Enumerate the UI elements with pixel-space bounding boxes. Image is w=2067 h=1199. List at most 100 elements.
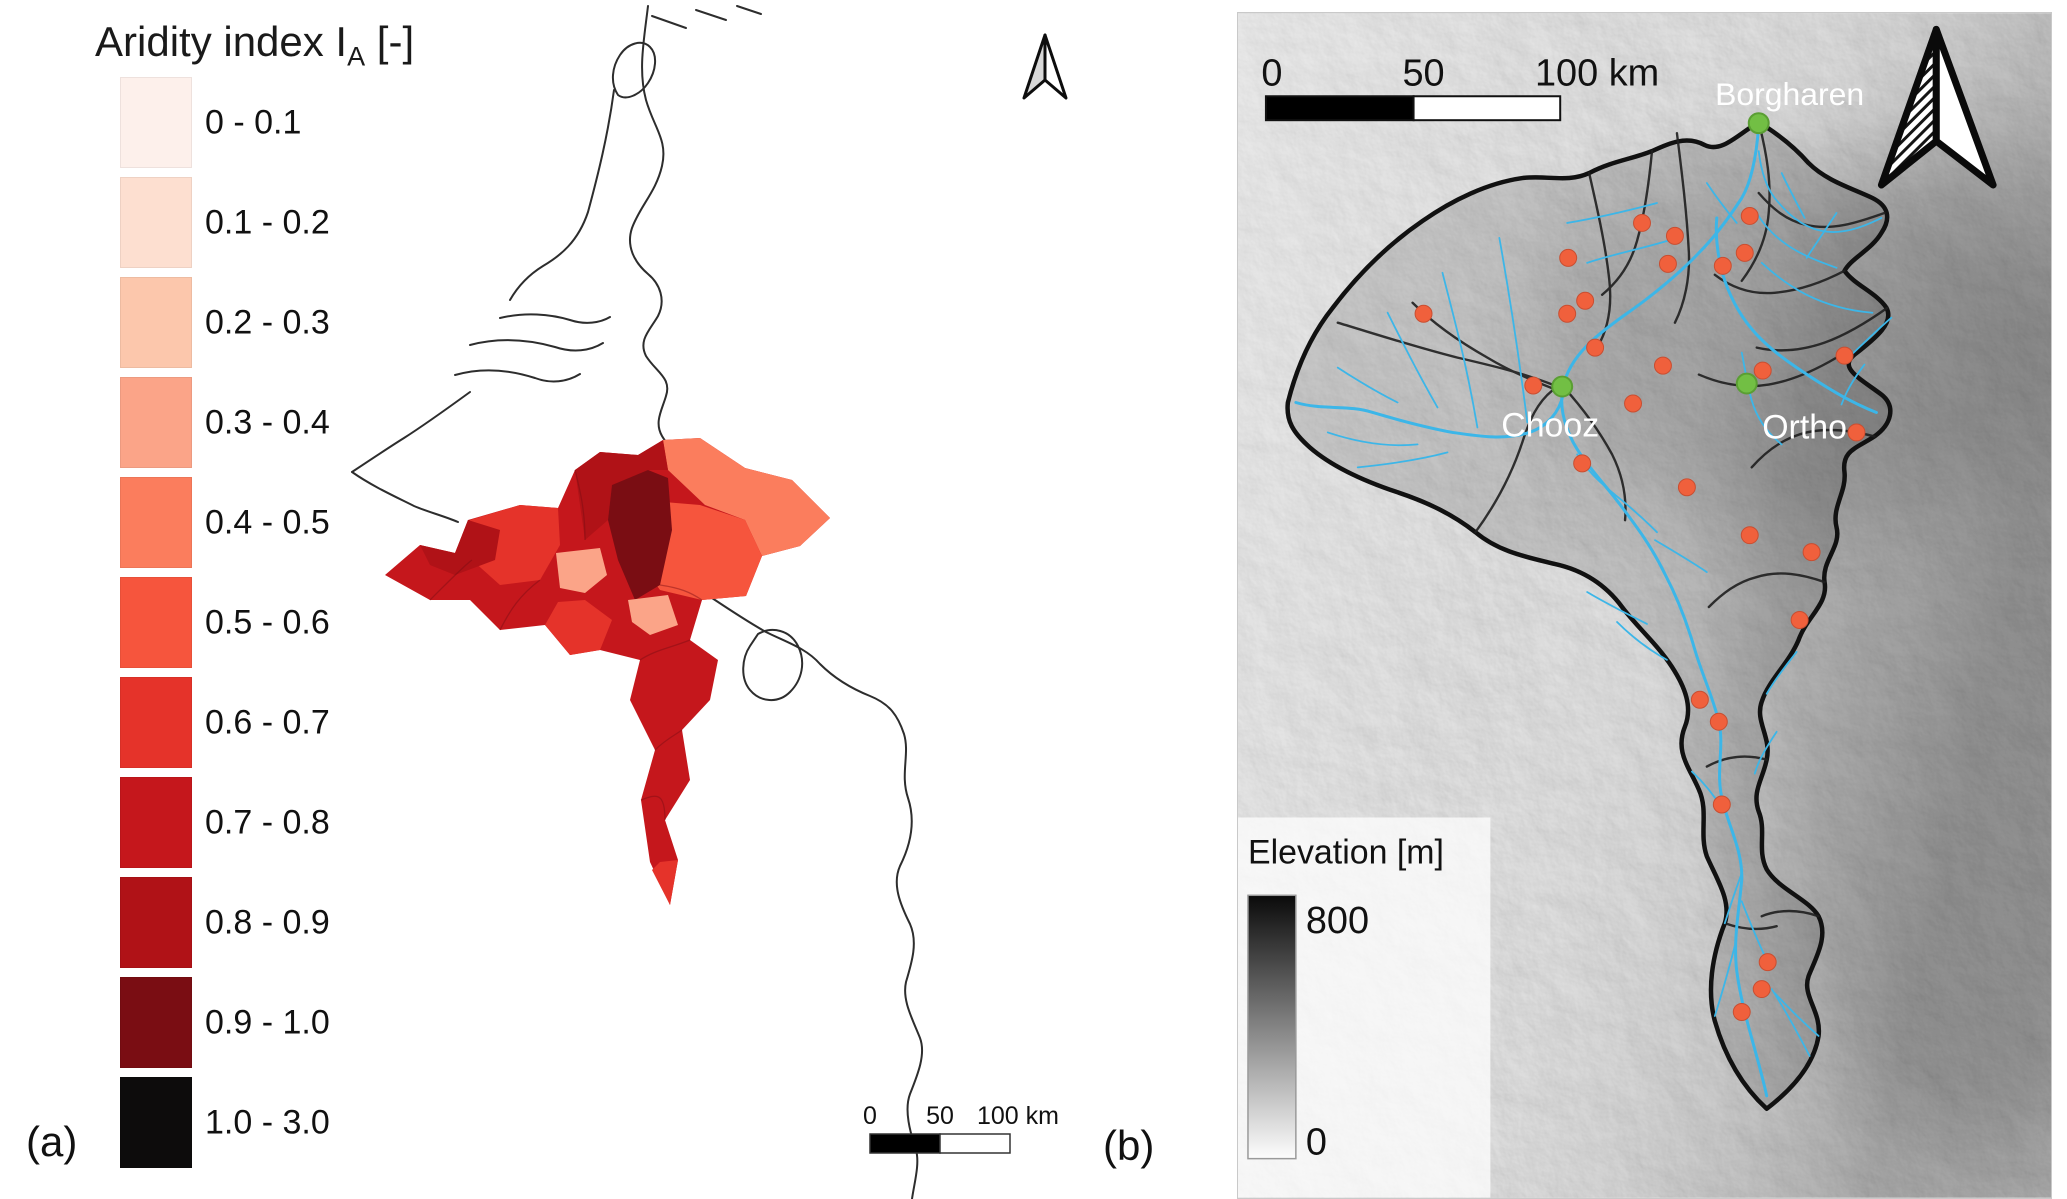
river-tributary	[1840, 363, 1866, 406]
river-tributary	[1760, 261, 1874, 314]
station-label-ortho: Ortho	[1762, 408, 1847, 446]
north-arrow-icon	[1022, 33, 1068, 100]
river-tributary	[1757, 150, 1883, 233]
river-network	[1294, 123, 1893, 1098]
gauge-dot	[1847, 423, 1866, 442]
river-tributary	[1498, 237, 1529, 424]
legend-swatch	[120, 1077, 192, 1168]
catchment	[663, 438, 830, 556]
elevation-ramp	[1247, 894, 1297, 1160]
subcatchment-boundary	[1600, 149, 1654, 296]
river-tributary	[1713, 945, 1736, 1017]
river-tributary	[1616, 621, 1668, 661]
legend-swatch	[120, 577, 192, 668]
named-stations: Borgharen Chooz Ortho	[1501, 76, 1864, 446]
river-tributary	[1441, 271, 1479, 429]
river-tributary	[1753, 208, 1838, 269]
legend-row: 0.1 - 0.2	[95, 177, 515, 268]
gauge-dot	[1524, 376, 1543, 395]
gauge-dot	[1573, 454, 1592, 473]
catchment	[575, 440, 668, 540]
legend-swatch	[120, 377, 192, 468]
legend-row: 0.9 - 1.0	[95, 977, 515, 1068]
scale-label-zero: 0	[1261, 52, 1282, 94]
subcatchment-boundary	[1723, 922, 1778, 931]
gauge-dot	[1624, 394, 1643, 413]
river-tributary	[1773, 992, 1820, 1037]
legend-label: 0.3 - 0.4	[205, 403, 330, 441]
gauge-dot	[1677, 478, 1696, 497]
subcatchment-boundary	[1474, 389, 1554, 534]
gauge-stations	[1414, 206, 1866, 1021]
subcatchment-boundary	[1707, 572, 1826, 609]
legend-label: 0.8 - 0.9	[205, 903, 330, 941]
legend-row: 0 - 0.1	[95, 77, 515, 168]
gauge-dot	[1690, 690, 1709, 709]
scale-label-end: 100 km	[977, 1102, 1059, 1130]
river-tributary	[1723, 872, 1743, 925]
gauge-dot	[1732, 1003, 1751, 1021]
legend-label: 0.6 - 0.7	[205, 703, 330, 741]
catchment	[545, 600, 612, 655]
subcatchment-boundary	[1740, 120, 1771, 282]
legend-swatch	[120, 77, 192, 168]
panel-b-label: (b)	[1103, 1122, 1155, 1169]
station-label-borgharen: Borgharen	[1715, 76, 1864, 112]
coastline	[351, 391, 471, 473]
river-tributary	[1765, 650, 1798, 695]
river-tributary	[1753, 730, 1778, 775]
scale-bar: 0 50 100 km	[863, 1102, 1059, 1154]
coastline	[499, 313, 611, 324]
legend-row: 0.4 - 0.5	[95, 477, 515, 568]
legend-row: 0.3 - 0.4	[95, 377, 515, 468]
legend-row: 0.8 - 0.9	[95, 877, 515, 968]
border-line	[711, 597, 924, 1199]
subcatchment-boundary	[1587, 171, 1612, 349]
panel-a-map: 0 50 100 km	[351, 5, 1068, 1199]
catchment	[652, 860, 678, 905]
river-tributary	[1356, 451, 1449, 469]
river-tributary	[1705, 182, 1738, 224]
scale-label-mid: 50	[926, 1102, 954, 1130]
station-label-chooz: Chooz	[1501, 406, 1599, 444]
scale-bar: 0 50 100 km	[1261, 52, 1659, 122]
subcatchment-boundary	[1713, 269, 1846, 295]
meuse-basin-choropleth	[385, 438, 830, 905]
gauge-dot	[1586, 338, 1605, 357]
gauge-dot	[1712, 795, 1731, 814]
scale-label-zero: 0	[863, 1102, 877, 1130]
legend-label: 1.0 - 3.0	[205, 1103, 330, 1141]
gauge-dot	[1559, 248, 1578, 267]
gauge-dot	[1735, 243, 1754, 262]
river-tributary	[1805, 212, 1838, 259]
river-tributary	[1740, 351, 1783, 446]
north-arrow-icon	[1877, 25, 1997, 189]
catchment	[608, 470, 672, 600]
coastline	[509, 89, 615, 301]
border-line	[742, 629, 804, 701]
legend-row: 1.0 - 3.0	[95, 1077, 515, 1168]
station-dot-borgharen	[1747, 112, 1770, 135]
catchment	[420, 520, 500, 575]
panel-a-label: (a)	[26, 1118, 78, 1165]
catchment	[628, 595, 678, 635]
river-tributary	[1850, 316, 1893, 356]
coastline	[736, 5, 762, 15]
subcatchment-boundary	[1673, 131, 1691, 324]
gauge-dot	[1758, 953, 1777, 972]
gauge-dot	[1740, 206, 1759, 225]
catchment	[556, 548, 607, 593]
catchment-divides	[429, 469, 703, 821]
elevation-max-label: 800	[1306, 900, 1369, 942]
legend-row: 0.7 - 0.8	[95, 777, 515, 868]
coastline	[612, 41, 656, 99]
legend-label: 0.1 - 0.2	[205, 203, 330, 241]
subcatchment-boundary	[1562, 385, 1627, 522]
gauge-dot	[1802, 543, 1821, 562]
gauge-dot	[1633, 213, 1651, 232]
gauge-dot	[1752, 980, 1771, 999]
gauge-dot	[1713, 256, 1732, 275]
gauge-dot	[1414, 304, 1433, 323]
border-line	[629, 5, 677, 461]
